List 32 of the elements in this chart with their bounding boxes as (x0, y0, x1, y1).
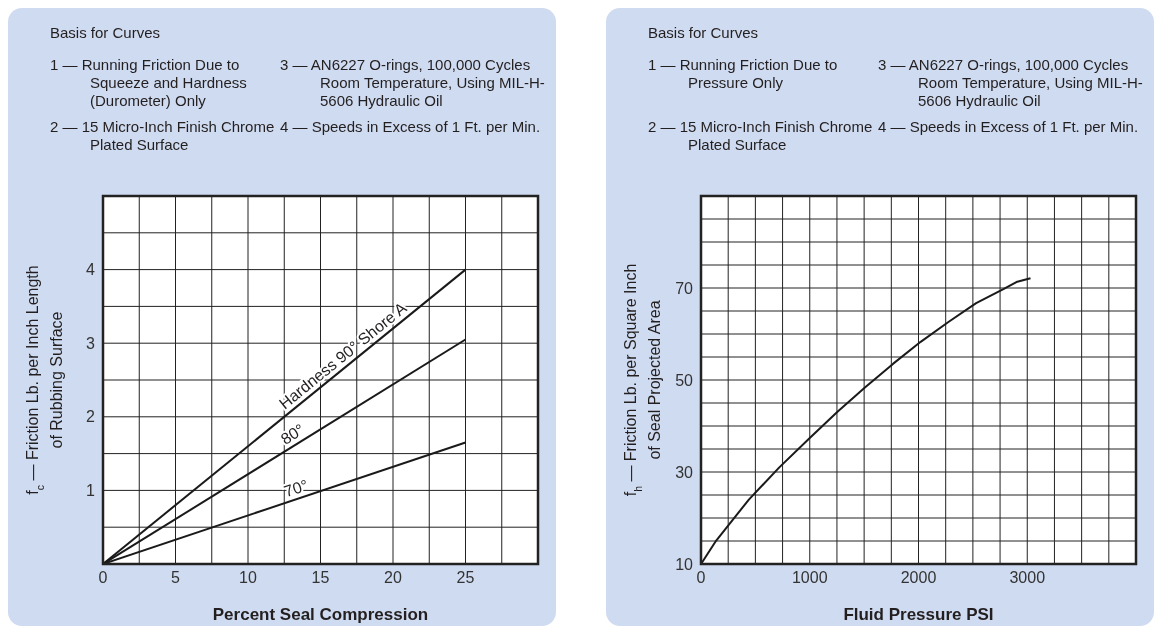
text: 4 — Speeds in Excess of 1 Ft. per Min. (280, 118, 542, 137)
text: 4 — Speeds in Excess of 1 Ft. per Min. (878, 118, 1140, 137)
text: 1 — Running Friction Due to Pressure Only (648, 56, 839, 93)
chart-title: Basis for Curves (648, 24, 759, 41)
text: 2 — 15 Micro-Inch Finish Chrome Plated Surface (50, 118, 276, 154)
y-tick-label: 1 (86, 482, 96, 500)
y-tick-label: 70 (675, 279, 694, 297)
x-tick-label: 0 (98, 569, 108, 587)
text: 80° (277, 420, 308, 448)
y-tick-label: 30 (675, 463, 694, 481)
y-tick-label: 2 (86, 408, 96, 426)
y-tick-label: 50 (675, 371, 694, 389)
x-tick-label: 25 (456, 569, 475, 587)
text: 3 — AN6227 O-rings, 100,000 Cycles Room Temperature, Using MIL-H-5606 Hydraulic Oil (280, 56, 546, 110)
x-tick-label: 1000 (791, 569, 828, 587)
x-tick-label: 15 (311, 569, 330, 587)
text: 70° (281, 476, 311, 501)
text: 2 — 15 Micro-Inch Finish Chrome Plated Surface (648, 118, 874, 154)
y-tick-label: 4 (86, 261, 96, 279)
x-axis-title: Percent Seal Compression (212, 605, 429, 624)
text: 3 — AN6227 O-rings, 100,000 Cycles Room Temperature, Using MIL-H-5606 Hydraulic Oil (878, 56, 1144, 110)
y-tick-label: 3 (86, 334, 96, 352)
x-tick-label: 20 (384, 569, 402, 587)
chart-title: Basis for Curves (50, 24, 161, 41)
x-axis-title: Fluid Pressure PSI (843, 605, 994, 624)
y-tick-label: 10 (675, 555, 694, 573)
x-tick-label: 2000 (900, 569, 937, 587)
x-tick-label: 5 (171, 569, 181, 587)
text: 1 — Running Friction Due to Squeeze and Hardness (Durometer) Only (50, 56, 248, 110)
x-tick-label: 0 (696, 569, 706, 587)
x-tick-label: 10 (239, 569, 257, 587)
x-tick-label: 3000 (1009, 569, 1046, 587)
